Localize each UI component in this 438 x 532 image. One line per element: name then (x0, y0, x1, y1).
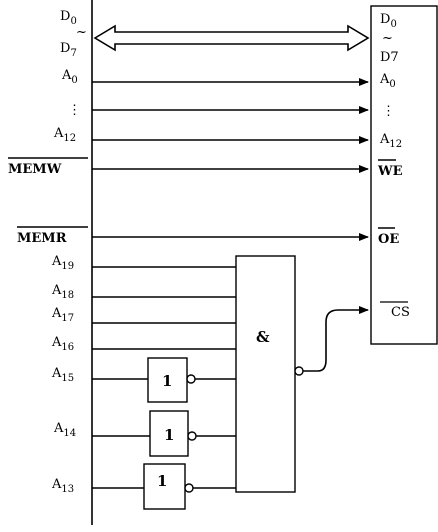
bus-label-memw: MEMW (8, 162, 62, 177)
not-gate-a14-label: 1 (164, 426, 174, 444)
bus-label-a13: A13 (51, 477, 74, 495)
bus-label-a15: A15 (51, 366, 74, 384)
chip-label-oe: OE (378, 232, 399, 247)
bus-label-a14: A14 (53, 421, 76, 439)
not-gate-a13-bubble (184, 483, 194, 493)
chip-label-tilde: ~ (382, 31, 393, 46)
chip-label-we: WE (377, 164, 403, 179)
not-gate-a15 (147, 357, 188, 403)
and-gate-label: & (256, 328, 270, 346)
and-output-bubble (294, 366, 304, 376)
data-bus-arrow (93, 24, 370, 52)
bus-label-tilde: ~ (76, 25, 87, 40)
bus-label-a19: A19 (51, 254, 74, 272)
bus-label-a18: A18 (51, 283, 74, 301)
chip-label-cs: CS (391, 305, 410, 320)
bus-label-a16: A16 (51, 335, 74, 353)
and-gate (235, 255, 296, 493)
chip-label-a0: A0 (379, 72, 396, 90)
bus-label-d0: D0 (60, 9, 77, 27)
bus-label-memr: MEMR (17, 231, 67, 246)
bus-label-a0: A0 (61, 68, 78, 86)
chip-label-dots: ⋮ (382, 104, 395, 119)
not-gate-a14-bubble (187, 431, 197, 441)
not-gate-a15-label: 1 (162, 372, 172, 390)
chip-label-a12: A12 (379, 132, 402, 150)
not-gate-a13 (143, 463, 186, 510)
bus-label-a12: A12 (53, 126, 76, 144)
bus-label-d7: D7 (60, 41, 77, 59)
chip-label-d7: D7 (380, 50, 399, 65)
memory-chip (370, 5, 438, 345)
chip-label-d0: D0 (380, 12, 397, 30)
not-gate-a14 (149, 410, 189, 457)
not-gate-a13-label: 1 (157, 472, 167, 490)
bus-label-a17: A17 (51, 306, 74, 324)
not-gate-a15-bubble (186, 374, 196, 384)
cs-wire (303, 306, 369, 372)
bus-label-dots: ⋮ (68, 103, 81, 118)
